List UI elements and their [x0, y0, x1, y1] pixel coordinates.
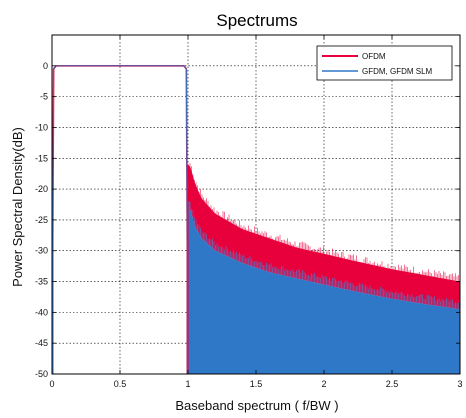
x-tick-label: 0.5 — [114, 379, 127, 389]
y-tick-label: -15 — [35, 153, 48, 163]
y-tick-label: -50 — [35, 369, 48, 379]
series-layer — [51, 65, 460, 374]
x-tick-label: 0 — [49, 379, 54, 389]
ofdm-noise-texture — [189, 163, 459, 284]
y-tick-label: 0 — [43, 61, 48, 71]
legend-label-ofdm: OFDM — [362, 52, 386, 61]
y-tick-label: -5 — [40, 92, 48, 102]
x-tick-label: 1.5 — [250, 379, 263, 389]
gfdm-passband-line — [52, 65, 188, 374]
x-tick-label: 3 — [457, 379, 462, 389]
gfdm-spectrum-area — [188, 201, 460, 374]
x-tick-label: 2.5 — [386, 379, 399, 389]
y-tick-label: -35 — [35, 277, 48, 287]
y-tick-label: -40 — [35, 307, 48, 317]
legend-label-gfdm: GFDM, GFDM SLM — [362, 67, 433, 76]
tick-labels: 0 0.5 1 1.5 2 2.5 3 0 -5 -10 -15 -20 -25 -30 -35 -40 -45… — [35, 61, 463, 389]
x-tick-label: 2 — [321, 379, 326, 389]
y-tick-label: -10 — [35, 122, 48, 132]
gfdm-noise-texture — [189, 201, 459, 310]
y-tick-label: -25 — [35, 215, 48, 225]
chart-title: Spectrums — [216, 11, 297, 30]
x-tick-label: 1 — [185, 379, 190, 389]
axes-frame — [51, 34, 461, 375]
y-axis-label: Power Spectral Density(dB) — [10, 127, 25, 287]
y-tick-label: -30 — [35, 246, 48, 256]
ofdm-spectrum-band — [188, 164, 460, 310]
y-tick-label: -45 — [35, 338, 48, 348]
x-axis-label: Baseband spectrum ( f/BW ) — [175, 398, 338, 413]
legend-box — [316, 45, 453, 81]
legend: OFDM GFDM, GFDM SLM — [316, 45, 453, 81]
y-tick-label: -20 — [35, 184, 48, 194]
